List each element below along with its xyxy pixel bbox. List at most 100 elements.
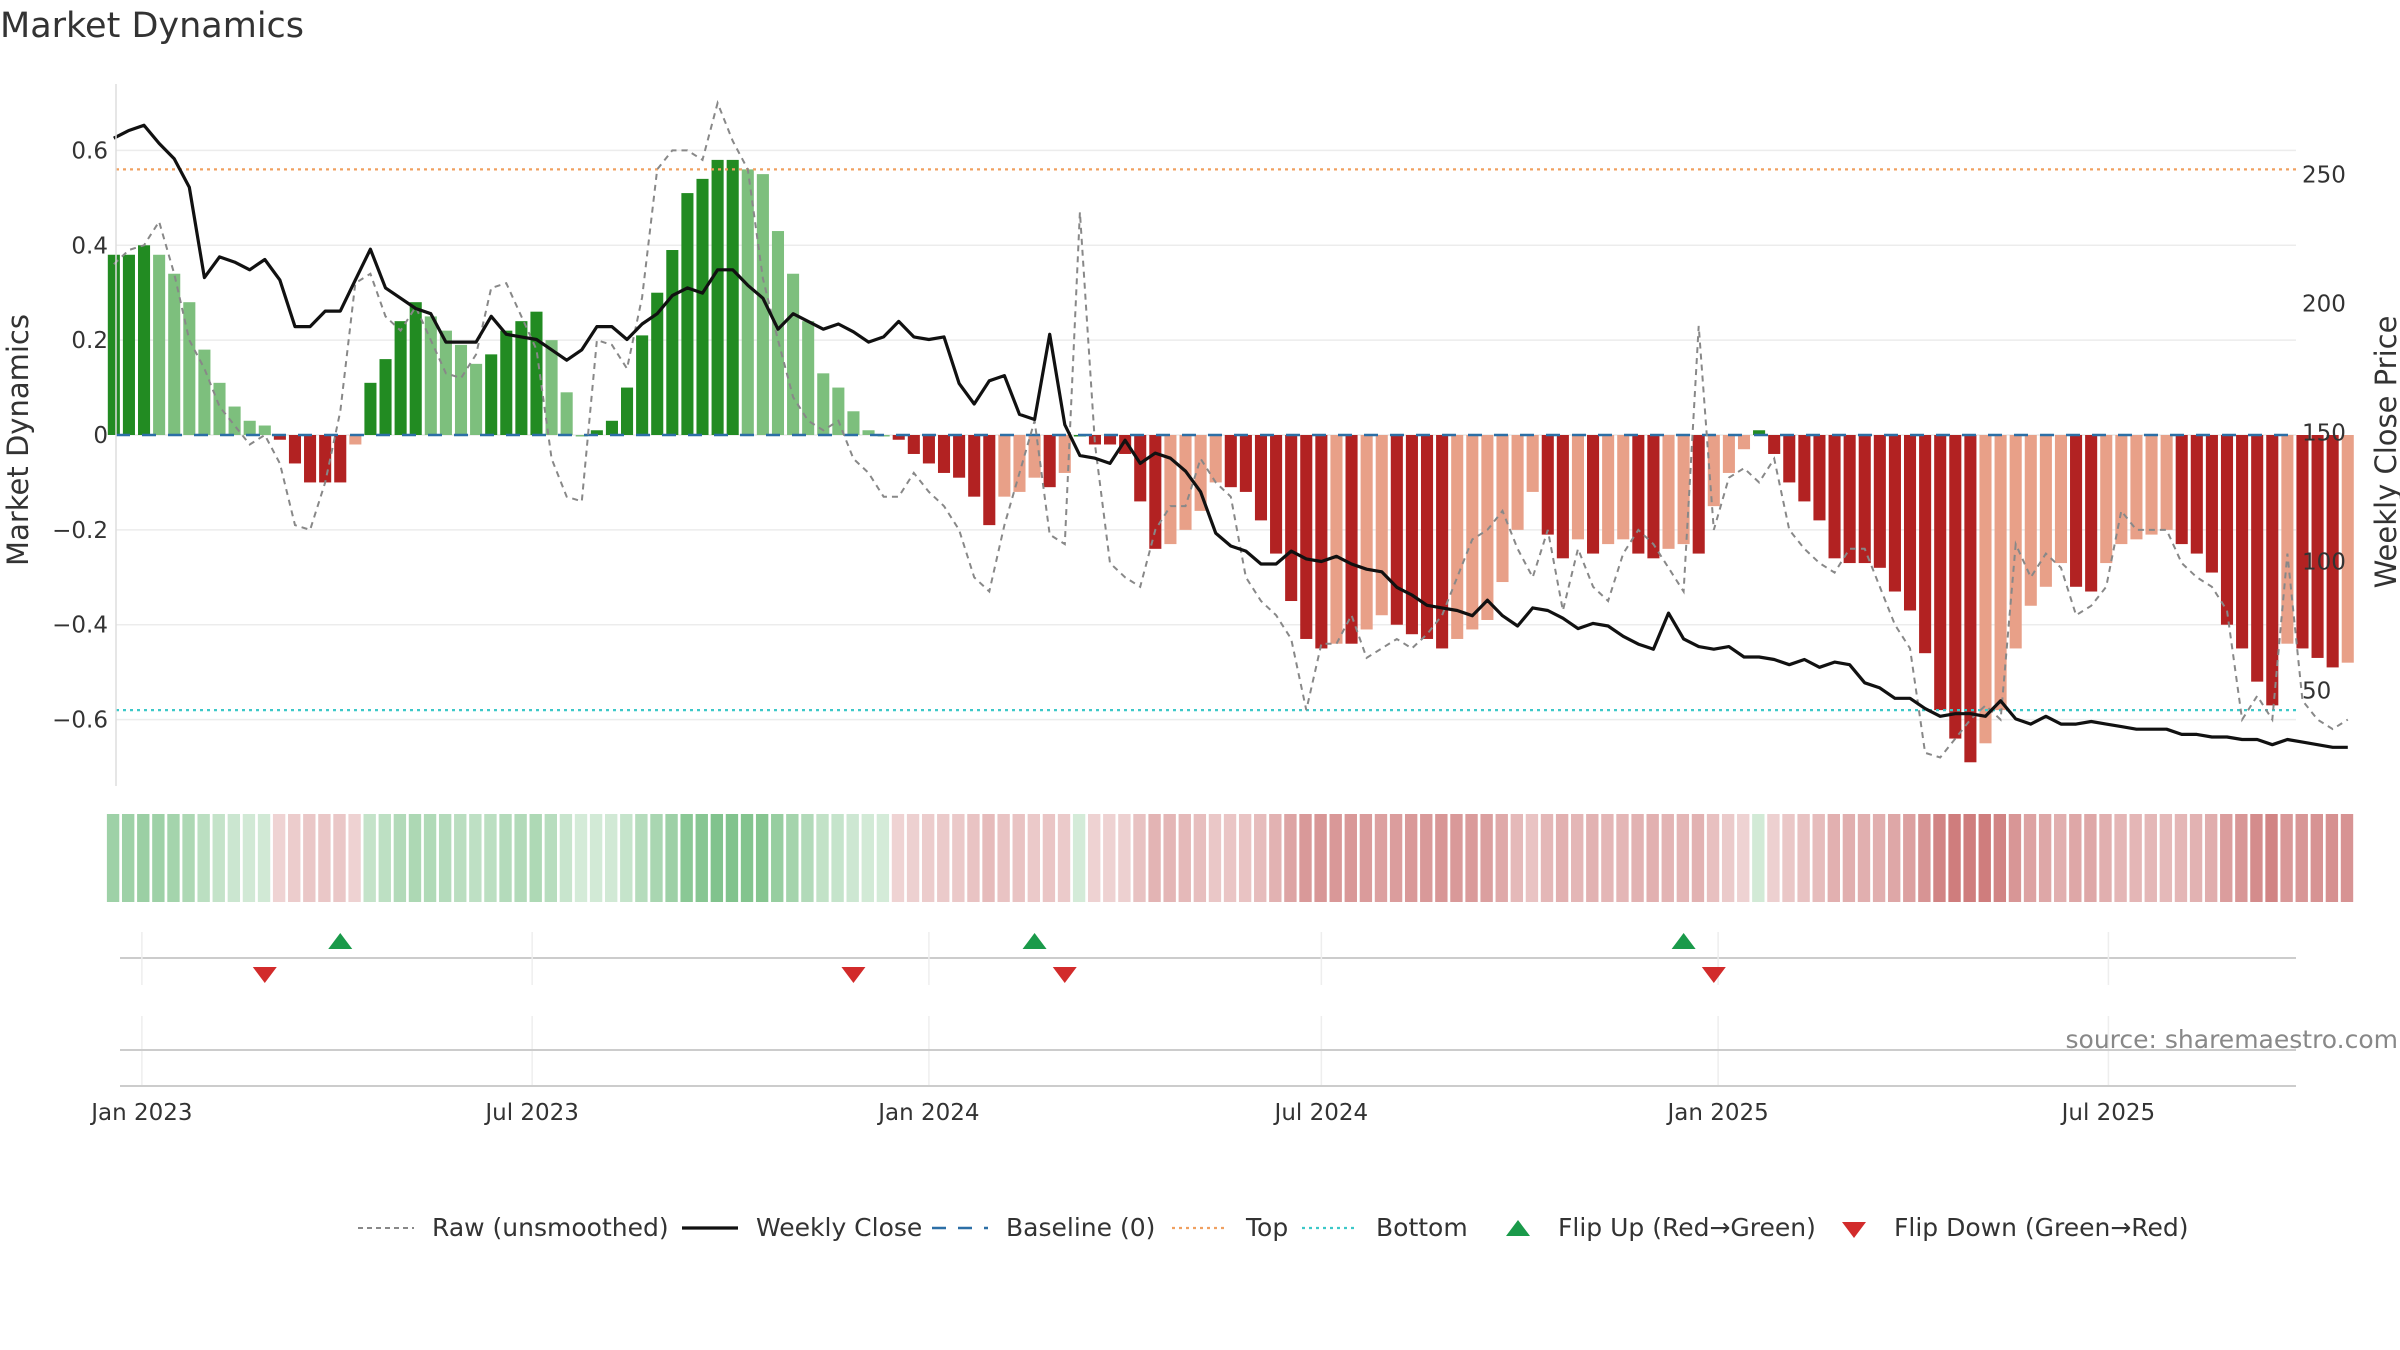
regime-cell — [1404, 814, 1418, 902]
regime-cell — [2099, 814, 2112, 902]
regime-cell — [2069, 814, 2082, 902]
histogram-bar — [258, 425, 271, 435]
histogram-bar — [1647, 435, 1660, 559]
histogram-bar — [1013, 435, 1026, 492]
histogram-bar — [1994, 435, 2007, 711]
histogram-bar — [2100, 435, 2113, 564]
legend-item: Top — [1172, 1213, 1288, 1242]
regime-cell — [137, 814, 150, 902]
x-tick-label: Jan 2025 — [1665, 1100, 1768, 1126]
regime-cell — [2280, 814, 2293, 902]
regime-strip — [106, 814, 2354, 902]
regime-cell — [106, 814, 120, 902]
histogram-bar — [1571, 435, 1584, 540]
histogram-bar — [2220, 435, 2234, 625]
histogram-bar — [1285, 435, 1298, 602]
histogram-bar — [1330, 435, 1343, 644]
legend-swatch — [1842, 1222, 1866, 1238]
regime-cell — [1993, 814, 2007, 902]
regime-cell — [152, 814, 165, 902]
histogram-bar — [2145, 435, 2158, 535]
histogram-bar — [1602, 435, 1615, 545]
regime-cell — [469, 814, 482, 902]
y-tick-label: 0.2 — [71, 328, 108, 354]
flip-markers-panel — [120, 932, 2296, 985]
histogram-bar — [2054, 435, 2068, 564]
regime-cell — [1737, 814, 1750, 902]
histogram-bar — [1979, 435, 1992, 744]
histogram-bar — [1390, 435, 1403, 625]
regime-cell — [423, 814, 437, 902]
histogram-bar — [1360, 435, 1373, 630]
histogram-bar — [1420, 435, 1434, 639]
histogram-bar — [2341, 435, 2354, 663]
regime-cell — [363, 814, 376, 902]
y-tick-label: 0 — [93, 423, 108, 449]
histogram-bar — [998, 435, 1011, 497]
legend-item: Bottom — [1302, 1213, 1468, 1242]
legend-item: Raw (unsmoothed) — [358, 1213, 669, 1242]
histogram-bar — [1104, 435, 1117, 445]
histogram-bar — [2326, 435, 2339, 668]
regime-cell — [227, 814, 241, 902]
histogram-bar — [1541, 435, 1554, 535]
histogram-bar — [1949, 435, 1962, 739]
histogram-bar — [334, 435, 347, 483]
histogram-bar — [1888, 435, 1901, 592]
histogram-bar — [560, 392, 573, 435]
regime-cell — [167, 814, 180, 902]
regime-cell — [1088, 814, 1101, 902]
regime-cell — [574, 814, 588, 902]
regime-cell — [2144, 814, 2157, 902]
regime-cell — [695, 814, 708, 902]
histogram-bar — [937, 435, 951, 473]
regime-cell — [1148, 814, 1161, 902]
histogram-bar — [394, 321, 407, 435]
bottom-panel: Jan 2023 Jul 2023 Jan 2024 Jul 2024 Jan 2025… — [89, 1016, 2398, 1126]
regime-cell — [710, 814, 724, 902]
histogram-bar — [107, 254, 120, 435]
histogram-bar — [1209, 435, 1222, 483]
axes: 0.6 0.4 0.2 0 −0.2 −0.4 −0.6 250 200 150 100 50 Mark… — [1, 84, 2400, 786]
histogram-bar — [1903, 435, 1917, 611]
histogram-bar — [968, 435, 981, 497]
histogram-bar — [862, 430, 875, 435]
regime-cell — [2340, 814, 2354, 902]
regime-cell — [1661, 814, 1674, 902]
histogram-bar — [1873, 435, 1886, 568]
regime-cell — [861, 814, 874, 902]
histogram-bar — [2266, 435, 2279, 706]
legend-label: Top — [1245, 1213, 1288, 1242]
histogram-bar — [1405, 435, 1418, 635]
histogram-bar — [681, 193, 694, 435]
histogram-bar — [847, 411, 860, 435]
regime-cell — [1918, 814, 1931, 902]
histogram-bar — [500, 330, 513, 435]
regime-cell — [333, 814, 346, 902]
legend-label: Baseline (0) — [1006, 1213, 1155, 1242]
regime-cell — [1782, 814, 1795, 902]
histogram-bar — [1345, 435, 1358, 644]
histogram-bar — [349, 435, 362, 445]
regime-cell — [1163, 814, 1176, 902]
histogram-bar — [2070, 435, 2083, 587]
histogram-bar — [515, 321, 528, 435]
regime-cell — [1887, 814, 1901, 902]
histogram-bar — [1526, 435, 1539, 492]
regime-cell — [1465, 814, 1478, 902]
regime-cell — [1118, 814, 1131, 902]
histogram-bar — [2039, 435, 2052, 587]
regime-cell — [620, 814, 633, 902]
regime-cell — [1329, 814, 1342, 902]
histogram-bar — [454, 344, 468, 435]
histogram-bar — [1556, 435, 1569, 559]
x-tick-label: Jul 2024 — [1273, 1100, 1369, 1126]
regime-cell — [831, 814, 844, 902]
regime-cell — [288, 814, 301, 902]
histogram-bar — [183, 302, 196, 435]
regime-cell — [544, 814, 558, 902]
histogram-bar — [2115, 435, 2128, 545]
regime-cell — [559, 814, 573, 902]
histogram-bar — [470, 363, 483, 435]
regime-cell — [1752, 814, 1765, 902]
